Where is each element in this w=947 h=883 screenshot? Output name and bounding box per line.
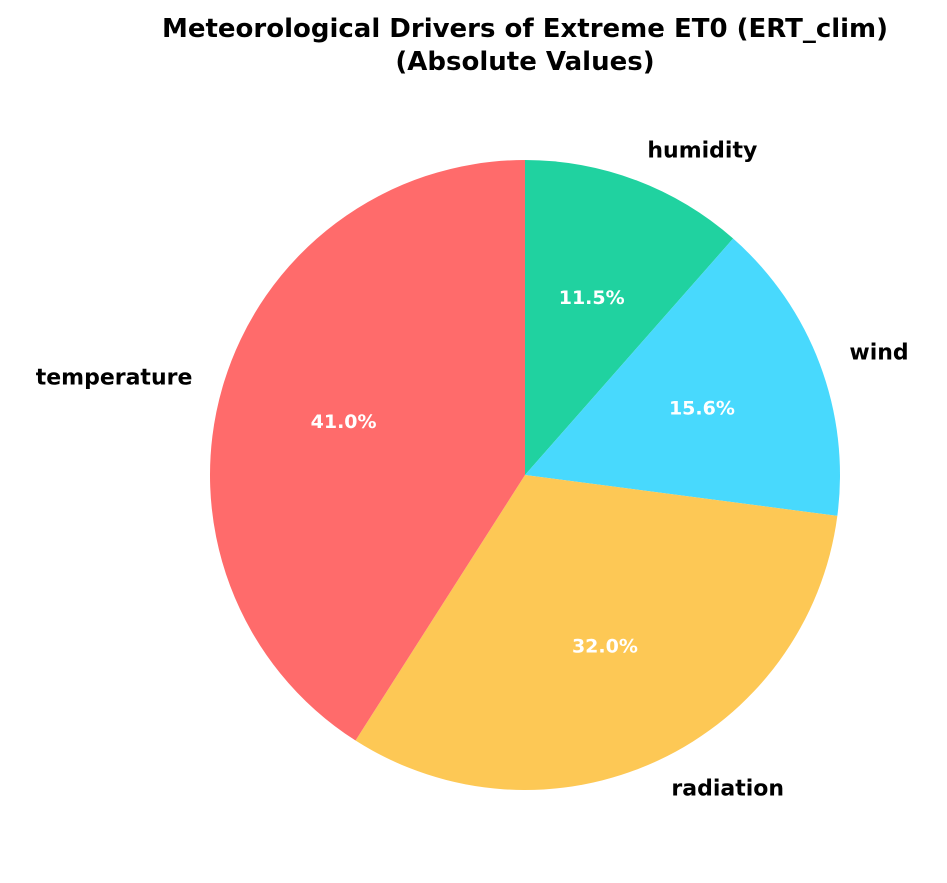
percentage-label-humidity: 11.5% xyxy=(559,287,625,309)
percentage-label-temperature: 41.0% xyxy=(311,411,377,433)
pie-slices xyxy=(209,160,840,791)
category-labels: humidity wind radiation temperature xyxy=(36,138,909,801)
category-label-wind: wind xyxy=(849,341,908,366)
chart-title-line-1: Meteorological Drivers of Extreme ET0 (E… xyxy=(162,14,888,44)
pie-slice-temperature xyxy=(209,160,525,741)
category-label-temperature: temperature xyxy=(36,365,193,390)
percentage-label-wind: 15.6% xyxy=(669,398,735,420)
pie-slice-radiation xyxy=(355,475,838,791)
pie-slice-humidity xyxy=(525,160,734,475)
percentage-label-radiation: 32.0% xyxy=(572,635,638,657)
percentage-labels: 11.5% 15.6% 32.0% 41.0% xyxy=(311,287,735,657)
pie-slice-wind xyxy=(525,238,840,516)
category-label-radiation: radiation xyxy=(671,777,784,802)
chart-title-line-2: (Absolute Values) xyxy=(395,47,654,77)
category-label-humidity: humidity xyxy=(647,138,757,163)
chart-title: Meteorological Drivers of Extreme ET0 (E… xyxy=(162,14,888,77)
